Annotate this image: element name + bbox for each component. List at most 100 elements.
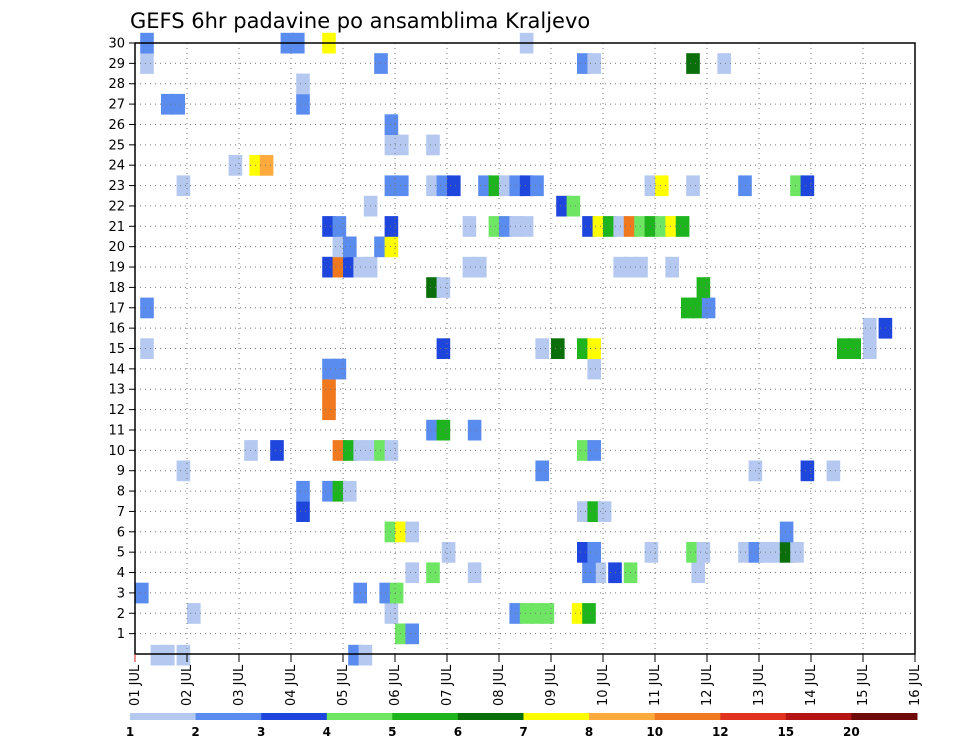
data-cell	[592, 562, 607, 584]
y-tick-label: 19	[108, 261, 125, 276]
data-cell	[358, 644, 373, 666]
y-tick-label: 13	[108, 383, 125, 398]
data-cell	[426, 175, 440, 197]
data-cell	[655, 175, 669, 197]
y-tick-label: 28	[108, 77, 125, 92]
x-tick-label: 08 JUL	[492, 664, 507, 706]
x-tick-label: 15 JUL	[856, 664, 871, 706]
data-cell	[535, 338, 549, 359]
colorbar-swatch	[589, 713, 656, 720]
data-cell	[587, 338, 601, 359]
y-tick-label: 12	[108, 403, 125, 418]
x-tick-label: 07 JUL	[440, 664, 455, 706]
colorbar-swatch	[326, 713, 393, 720]
data-cell	[322, 216, 336, 237]
data-cell	[779, 521, 794, 543]
data-cell	[686, 175, 700, 197]
data-cell	[436, 419, 451, 441]
x-tick-label: 01 JUL	[128, 664, 143, 706]
colorbar-legend: 1 2 3 4 5 6 7 8 10 12 15 20	[126, 713, 918, 739]
data-cell	[405, 521, 419, 543]
data-cell	[296, 93, 310, 115]
data-cell	[384, 134, 399, 156]
data-cell	[790, 175, 804, 197]
colorbar-label: 15	[777, 725, 794, 739]
data-cell	[509, 603, 523, 624]
precipitation-cells	[135, 32, 893, 666]
data-cell	[779, 542, 794, 563]
data-cell	[467, 562, 482, 584]
y-tick-label: 25	[108, 138, 125, 153]
data-cell	[296, 73, 310, 95]
data-cell	[296, 480, 310, 502]
data-cell	[332, 440, 347, 461]
data-cell	[343, 480, 357, 502]
y-tick-label: 4	[117, 566, 125, 581]
x-tick-label: 12 JUL	[700, 664, 715, 706]
data-cell	[582, 562, 596, 584]
data-cell	[395, 623, 409, 645]
data-cell	[577, 501, 591, 522]
data-cell	[343, 440, 357, 461]
data-cell	[696, 542, 711, 563]
data-cell	[509, 175, 523, 197]
data-cell	[426, 134, 440, 156]
colorbar-label: 1	[126, 725, 134, 739]
data-cell	[436, 277, 451, 298]
x-tick-label: 02 JUL	[180, 664, 195, 706]
data-cell	[176, 460, 191, 482]
y-tick-label: 7	[117, 505, 125, 520]
data-cell	[462, 216, 477, 237]
y-tick-label: 29	[108, 57, 125, 72]
data-cell	[691, 562, 705, 584]
data-cell	[322, 399, 336, 421]
data-cell	[535, 460, 549, 482]
data-cell	[582, 603, 596, 624]
data-cell	[509, 216, 523, 237]
x-tick-label: 09 JUL	[544, 664, 559, 706]
data-cell	[540, 603, 555, 624]
data-cell	[644, 542, 659, 563]
data-cell	[426, 277, 440, 298]
data-cell	[655, 216, 669, 237]
colorbar-label: 3	[257, 725, 265, 739]
colorbar-swatch	[392, 713, 459, 720]
data-cell	[675, 216, 690, 237]
data-cell	[332, 256, 347, 278]
colorbar-swatch	[130, 713, 197, 720]
data-cell	[769, 542, 783, 563]
data-cell	[587, 53, 601, 74]
data-cell	[332, 216, 347, 237]
data-cell	[577, 53, 591, 74]
data-cell	[395, 134, 409, 156]
data-cell	[644, 216, 659, 237]
data-cell	[348, 644, 362, 666]
y-tick-label: 5	[117, 546, 125, 561]
data-cell	[551, 338, 565, 359]
y-tick-label: 10	[108, 444, 125, 459]
data-cell	[863, 338, 877, 359]
data-cell	[790, 542, 804, 563]
colorbar-label: 7	[519, 725, 527, 739]
data-cell	[322, 379, 336, 400]
data-cell	[405, 623, 419, 645]
colorbar-label: 12	[712, 725, 729, 739]
data-cell	[691, 297, 705, 319]
data-cell	[696, 277, 711, 298]
data-cell	[530, 175, 544, 197]
data-cell	[322, 480, 336, 502]
grid-lines	[135, 42, 915, 654]
data-cell	[384, 216, 399, 237]
x-tick-label: 04 JUL	[284, 664, 299, 706]
colorbar-swatch	[457, 713, 524, 720]
y-tick-label: 21	[108, 220, 125, 235]
data-cell	[343, 256, 357, 278]
data-cell	[176, 644, 191, 666]
x-tick-label: 10 JUL	[596, 664, 611, 706]
y-tick-label: 11	[108, 423, 125, 438]
colorbar-label: 6	[454, 725, 462, 739]
data-cell	[587, 542, 601, 563]
data-cell	[571, 603, 586, 624]
x-tick-label: 13 JUL	[752, 664, 767, 706]
